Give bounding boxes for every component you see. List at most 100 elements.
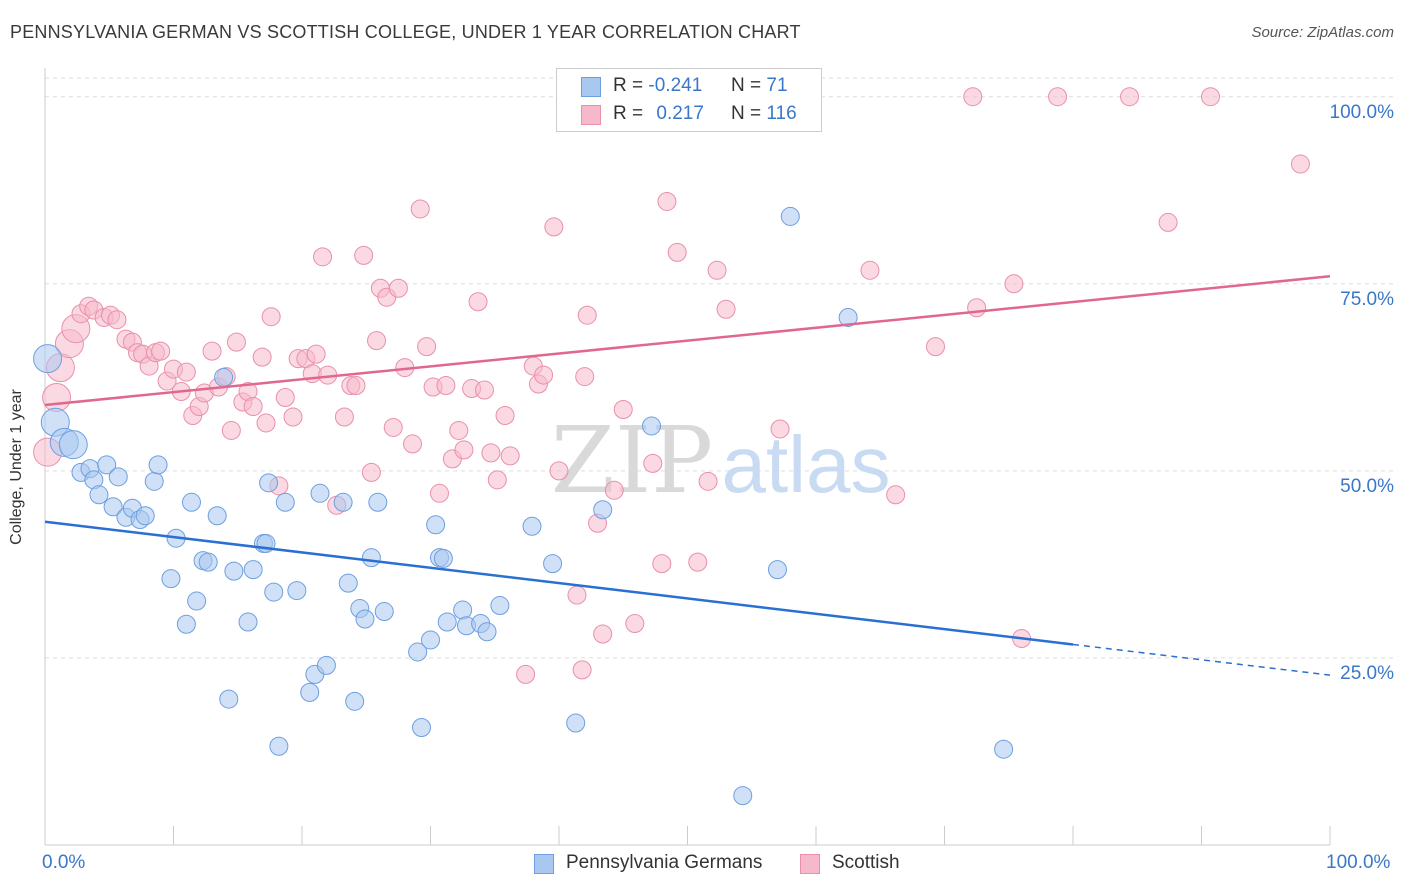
scottish-point-70 bbox=[487, 470, 507, 490]
scottish-point-55 bbox=[388, 278, 408, 298]
pennsylvania-germans-point-59 bbox=[522, 516, 542, 536]
pennsylvania-germans-series bbox=[33, 206, 1014, 806]
scottish-point-50 bbox=[361, 462, 381, 482]
scottish-point-86 bbox=[604, 480, 624, 500]
legend-pink-n-value: 116 bbox=[766, 103, 797, 124]
x-tick-max-label: 100.0% bbox=[1326, 852, 1391, 873]
scottish-point-104 bbox=[963, 87, 983, 107]
scottish-point-35 bbox=[261, 307, 281, 327]
watermark-atlas: atlas bbox=[722, 420, 891, 509]
scottish-point-105 bbox=[967, 298, 987, 318]
scottish-point-67 bbox=[468, 292, 488, 312]
scottish-point-21 bbox=[176, 362, 196, 382]
scottish-point-88 bbox=[625, 614, 645, 634]
legend-blue-n-value: 71 bbox=[766, 75, 788, 96]
pennsylvania-germans-point-24 bbox=[207, 506, 227, 526]
legend-pink-r-value: 0.217 bbox=[656, 103, 704, 124]
y-tick-label-1: 50.0% bbox=[1340, 475, 1394, 497]
legend-item-scottish: Scottish bbox=[832, 852, 900, 873]
pennsylvania-germans-point-0 bbox=[33, 344, 63, 374]
scottish-point-72 bbox=[500, 446, 520, 466]
pennsylvania-germans-point-14 bbox=[135, 506, 155, 526]
legend-blue-n-label: N = bbox=[731, 75, 762, 96]
pennsylvania-germans-point-62 bbox=[593, 500, 613, 520]
y-tick-label-0: 25.0% bbox=[1340, 662, 1394, 684]
y-tick-label-2: 75.0% bbox=[1340, 288, 1394, 310]
scottish-point-76 bbox=[534, 365, 554, 385]
legend-blue-r: R = -0.241 bbox=[613, 75, 702, 97]
pennsylvania-germans-trend-line bbox=[44, 520, 1074, 646]
scottish-point-83 bbox=[577, 305, 597, 325]
pennsylvania-germans-point-34 bbox=[275, 492, 295, 512]
pennsylvania-germans-point-60 bbox=[543, 554, 563, 574]
x-tick-min-label: 0.0% bbox=[42, 852, 86, 873]
scottish-point-33 bbox=[252, 347, 272, 367]
y-tick-label-3: 100.0% bbox=[1329, 101, 1394, 123]
scottish-point-96 bbox=[716, 299, 736, 319]
scottish-point-87 bbox=[613, 399, 633, 419]
scottish-point-43 bbox=[313, 247, 333, 267]
scottish-point-73 bbox=[516, 664, 536, 684]
scottish-point-28 bbox=[221, 420, 241, 440]
scottish-trend-line bbox=[44, 275, 1331, 407]
pennsylvania-germans-point-53 bbox=[437, 612, 457, 632]
pennsylvania-germans-point-41 bbox=[338, 573, 358, 593]
pennsylvania-germans-point-9 bbox=[103, 497, 123, 517]
scottish-point-77 bbox=[544, 217, 564, 237]
stats-legend: R = -0.241 N = 71 R = 0.217 N = 116 bbox=[556, 68, 822, 132]
pennsylvania-germans-point-36 bbox=[300, 682, 320, 702]
scottish-point-69 bbox=[481, 443, 501, 463]
legend-pink-swatch bbox=[800, 854, 820, 874]
scottish-point-80 bbox=[567, 585, 587, 605]
scottish-point-46 bbox=[334, 407, 354, 427]
scottish-point-98 bbox=[770, 419, 790, 439]
pennsylvania-germans-point-48 bbox=[408, 642, 428, 662]
scottish-point-59 bbox=[417, 337, 437, 357]
scottish-point-102 bbox=[886, 485, 906, 505]
pennsylvania-germans-point-57 bbox=[477, 622, 497, 642]
pennsylvania-germans-point-51 bbox=[426, 515, 446, 535]
scottish-point-103 bbox=[926, 337, 946, 357]
legend-blue-r-label: R = bbox=[613, 75, 644, 96]
trend-lines bbox=[44, 275, 1331, 676]
scottish-point-65 bbox=[454, 440, 474, 460]
scottish-point-62 bbox=[436, 376, 456, 396]
scottish-point-58 bbox=[410, 199, 430, 219]
pennsylvania-germans-point-39 bbox=[316, 655, 336, 675]
pennsylvania-germans-point-50 bbox=[421, 630, 440, 650]
pennsylvania-germans-point-42 bbox=[345, 691, 365, 711]
scottish-point-32 bbox=[243, 397, 263, 417]
scottish-series bbox=[33, 87, 1310, 684]
scottish-point-93 bbox=[688, 552, 708, 572]
scottish-point-38 bbox=[283, 407, 303, 427]
scottish-point-10 bbox=[107, 310, 127, 330]
pink-swatch bbox=[581, 105, 601, 125]
legend-pink-r-label: R = bbox=[613, 103, 644, 124]
scottish-point-81 bbox=[572, 660, 592, 680]
pennsylvania-germans-point-8 bbox=[97, 455, 117, 475]
pennsylvania-germans-point-27 bbox=[224, 561, 244, 581]
scottish-point-89 bbox=[643, 453, 663, 473]
pennsylvania-germans-point-58 bbox=[490, 596, 510, 616]
scottish-point-110 bbox=[1158, 212, 1178, 232]
scottish-point-94 bbox=[698, 471, 718, 491]
pennsylvania-germans-point-23 bbox=[198, 552, 218, 572]
scottish-point-42 bbox=[306, 344, 326, 364]
scottish-point-48 bbox=[346, 376, 366, 396]
legend-blue-r-value: -0.241 bbox=[648, 75, 703, 96]
pennsylvania-germans-point-32 bbox=[264, 582, 284, 602]
scottish-point-95 bbox=[707, 260, 727, 280]
pennsylvania-germans-point-47 bbox=[374, 602, 394, 622]
pennsylvania-germans-point-7 bbox=[89, 485, 109, 505]
pennsylvania-germans-point-16 bbox=[148, 455, 168, 475]
legend-pink-n-label: N = bbox=[731, 103, 762, 124]
pennsylvania-germans-point-25 bbox=[214, 367, 234, 387]
pennsylvania-germans-point-15 bbox=[144, 471, 164, 491]
pennsylvania-germans-point-35 bbox=[287, 581, 307, 601]
pennsylvania-germans-point-10 bbox=[108, 467, 128, 487]
pennsylvania-germans-point-33 bbox=[269, 736, 289, 756]
scottish-point-91 bbox=[657, 191, 677, 211]
scottish-point-90 bbox=[652, 554, 672, 574]
legend-blue-n: N = 71 bbox=[731, 75, 788, 97]
scottish-point-101 bbox=[860, 260, 880, 280]
